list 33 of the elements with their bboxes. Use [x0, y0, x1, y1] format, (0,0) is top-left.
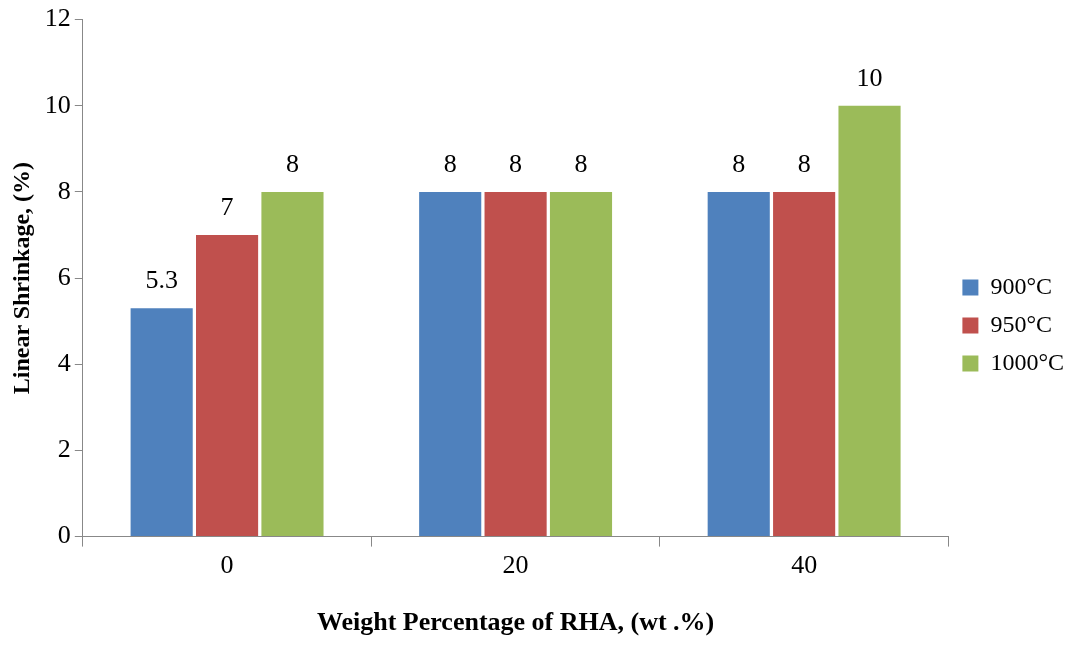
data-label: 8: [509, 148, 523, 178]
bar: [419, 191, 482, 537]
x-tick-label: 20: [502, 550, 529, 580]
y-tick-label: 4: [57, 348, 71, 378]
bar: [196, 235, 259, 537]
x-tick-label: 0: [220, 550, 234, 580]
x-axis-title: Weight Percentage of RHA, (wt .%): [316, 607, 715, 637]
data-label: 8: [285, 148, 299, 178]
bar: [261, 191, 324, 537]
bar: [484, 191, 547, 537]
bar: [130, 308, 193, 537]
bar: [773, 191, 836, 537]
data-label: 7: [220, 191, 234, 221]
bar: [549, 191, 613, 537]
y-tick-label: 2: [57, 434, 71, 464]
y-tick-label: 10: [44, 89, 71, 119]
bar: [707, 191, 770, 537]
y-tick-label: 8: [57, 175, 71, 205]
legend-label: 900°C: [990, 272, 1052, 299]
legend-label: 950°C: [990, 310, 1052, 337]
data-label: 8: [574, 148, 588, 178]
y-tick-label: 6: [57, 261, 71, 291]
x-tick-label: 40: [791, 550, 818, 580]
bar: [838, 105, 901, 537]
data-label: 5.3: [145, 265, 178, 295]
data-label: 10: [856, 62, 883, 92]
y-axis-title: Linear Shrinkage, (%): [7, 161, 34, 395]
legend-label: 1000°C: [990, 348, 1064, 375]
y-tick-label: 0: [57, 520, 71, 550]
data-label: 8: [443, 148, 457, 178]
data-label: 8: [797, 148, 811, 178]
data-label: 8: [732, 148, 746, 178]
y-tick-label: 12: [44, 3, 71, 33]
